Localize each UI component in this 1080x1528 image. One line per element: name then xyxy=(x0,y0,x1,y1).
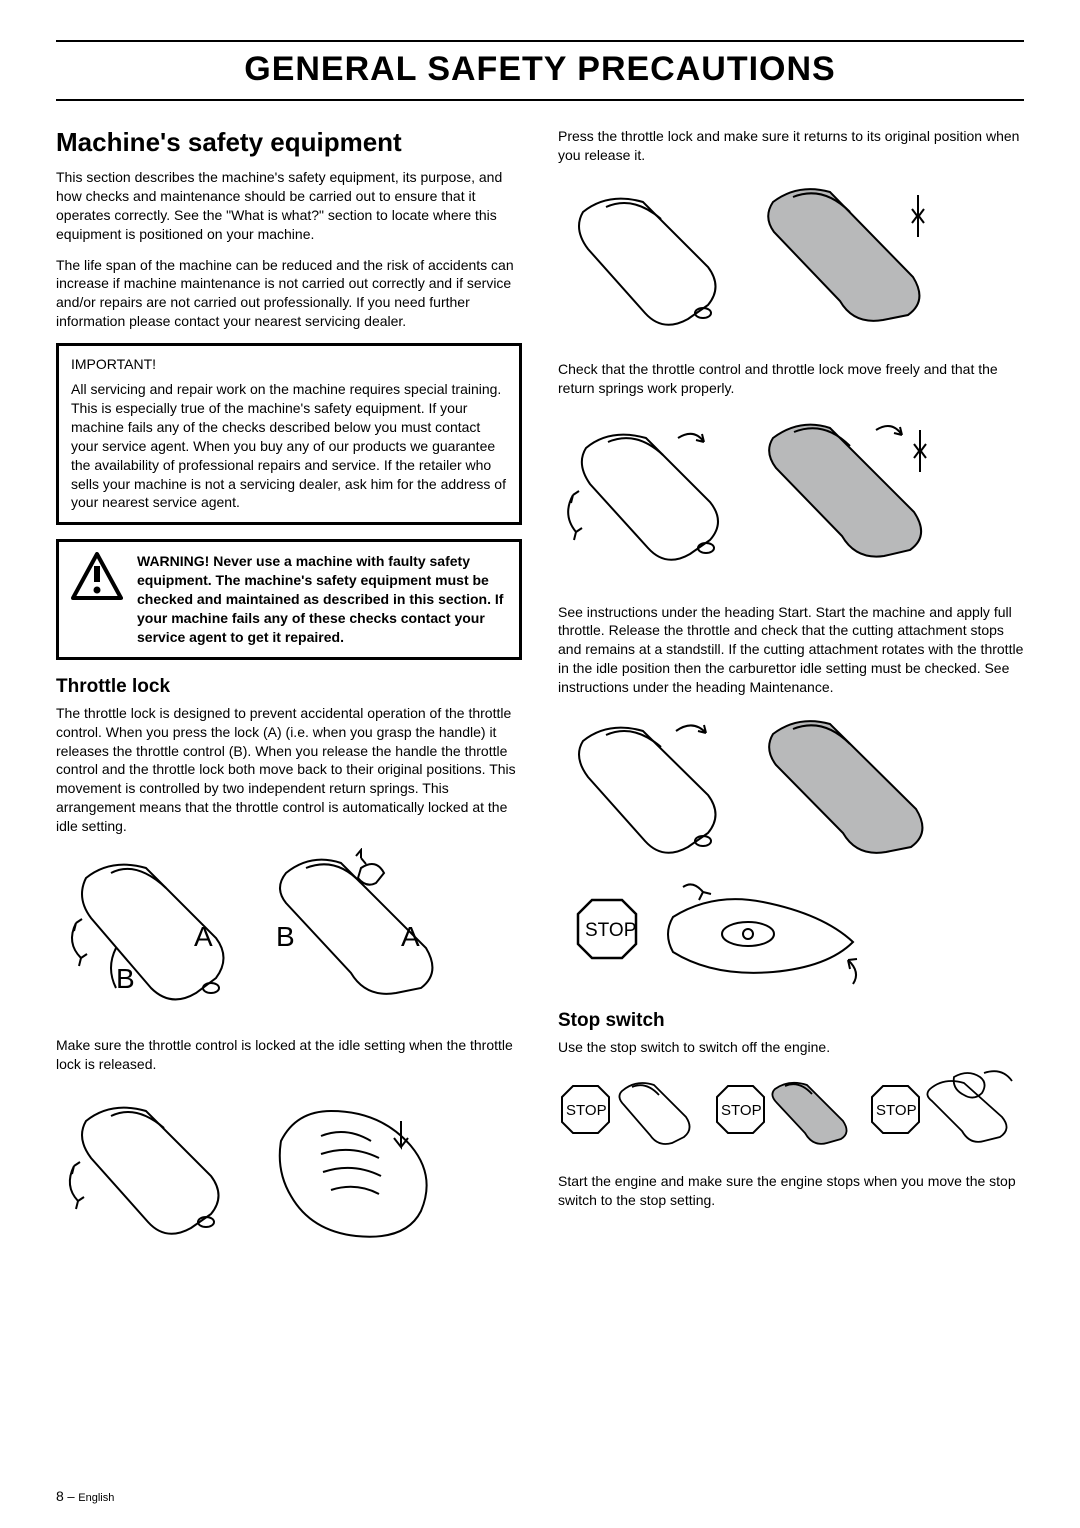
intro-paragraph-1: This section describes the machine's saf… xyxy=(56,168,522,244)
throttle-paragraph-2: Make sure the throttle control is locked… xyxy=(56,1036,522,1074)
right-column: Press the throttle lock and make sure it… xyxy=(558,127,1024,1274)
intro-paragraph-2: The life span of the machine can be redu… xyxy=(56,256,522,332)
section-heading-safety-equipment: Machine's safety equipment xyxy=(56,127,522,158)
right-paragraph-2: Check that the throttle control and thro… xyxy=(558,360,1024,398)
figure-stop-switch: STOP STOP xyxy=(558,1069,1024,1154)
figure-check-springs xyxy=(558,410,1024,585)
subheading-throttle-lock: Throttle lock xyxy=(56,676,522,698)
warning-box: WARNING! Never use a machine with faulty… xyxy=(56,539,522,659)
page-number: 8 xyxy=(56,1488,64,1504)
stop-label-main: STOP xyxy=(585,920,636,941)
figure-throttle-released xyxy=(56,1086,522,1256)
stop-paragraph-1: Use the stop switch to switch off the en… xyxy=(558,1038,1024,1057)
page-title: GENERAL SAFETY PRECAUTIONS xyxy=(56,48,1024,95)
warning-text: WARNING! Never use a machine with faulty… xyxy=(137,552,507,646)
header-rule-top xyxy=(56,40,1024,42)
label-a1: A xyxy=(194,921,213,952)
left-column: Machine's safety equipment This section … xyxy=(56,127,522,1274)
subheading-stop-switch: Stop switch xyxy=(558,1010,1024,1032)
throttle-paragraph-1: The throttle lock is designed to prevent… xyxy=(56,704,522,836)
right-paragraph-3: See instructions under the heading Start… xyxy=(558,603,1024,697)
label-b1: B xyxy=(116,963,135,994)
warning-icon xyxy=(71,552,123,600)
figure-stop-cutting: STOP xyxy=(558,872,1024,992)
right-paragraph-1: Press the throttle lock and make sure it… xyxy=(558,127,1024,165)
important-label: IMPORTANT! xyxy=(71,356,507,372)
important-text: All servicing and repair work on the mac… xyxy=(71,380,507,512)
figure-start-release xyxy=(558,709,1024,854)
figure-press-lock xyxy=(558,177,1024,342)
page-sep: – xyxy=(64,1489,78,1504)
important-box: IMPORTANT! All servicing and repair work… xyxy=(56,343,522,525)
label-a2: A xyxy=(401,921,420,952)
page-footer: 8 – English xyxy=(56,1488,114,1504)
stop-label-3: STOP xyxy=(876,1102,917,1119)
figure-throttle-ab: A B B A xyxy=(56,848,522,1018)
stop-paragraph-2: Start the engine and make sure the engin… xyxy=(558,1172,1024,1210)
page-language: English xyxy=(78,1492,114,1504)
stop-label-2: STOP xyxy=(721,1102,762,1119)
label-b2: B xyxy=(276,921,295,952)
header-rule-bottom xyxy=(56,99,1024,101)
stop-label-1: STOP xyxy=(566,1102,607,1119)
